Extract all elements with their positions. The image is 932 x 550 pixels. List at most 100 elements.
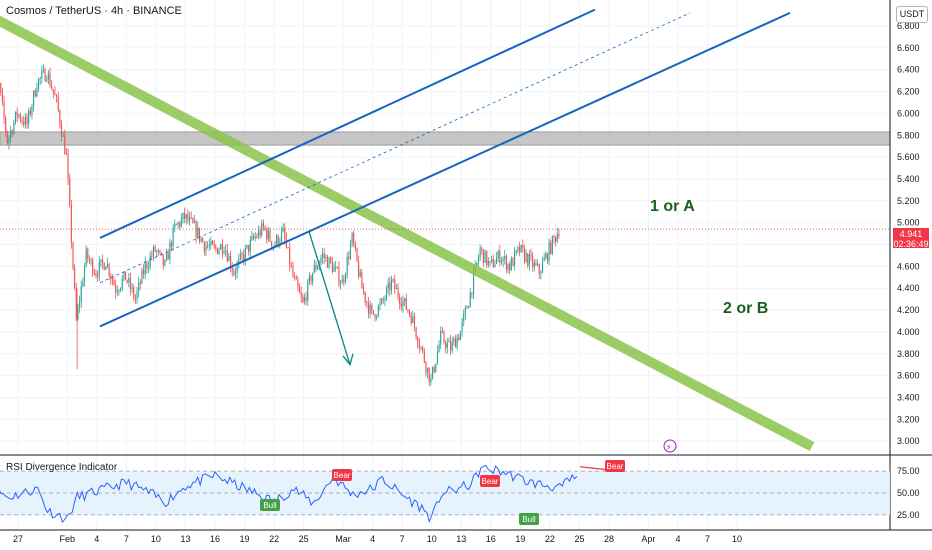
time-tick-label: 28 [604,534,614,544]
rsi-signal-label: Bull [522,515,536,524]
candle-body [446,342,448,349]
candle-body [118,290,120,292]
candle-body [8,137,10,144]
candle-body [338,267,340,285]
time-tick-label: 7 [124,534,129,544]
candle-body [325,256,327,258]
candle-body [408,311,411,315]
candle-body [555,237,557,242]
candle-body [399,296,401,304]
price-tick-label: 3.600 [897,371,920,381]
candle-body [387,282,389,289]
candle-body [358,261,360,277]
candle-body [400,303,402,307]
candle-body [476,262,478,266]
candle-body [522,244,524,249]
candle-body [59,110,61,125]
candle-body [284,227,286,239]
candle-body [266,229,268,240]
price-tick-label: 6.400 [897,65,920,75]
candle-body [344,274,347,282]
price-tick-label: 5.200 [897,196,920,206]
candle-body [397,287,399,297]
candle-body [292,266,294,277]
candle-body [126,280,128,283]
candle-body [16,111,18,116]
candle-body [28,110,30,125]
candle-body [218,249,220,254]
candle-body [65,153,68,155]
candle-body [134,297,136,300]
candle-body [277,235,279,245]
candle-body [6,131,8,144]
time-axis[interactable]: 27 Feb 4 7 10 13 16 19 22 25 Mar 4 7 10 13 16 19 22 25 28 Ap… [13,534,742,544]
candle-body [461,321,463,332]
candle-body [169,242,171,260]
lightning-icon: ⚡ [666,443,672,452]
candle-body [39,77,41,79]
candle-body [87,248,89,259]
candle-body [402,301,404,307]
currency-unit[interactable]: USDT [896,6,928,23]
price-tick-label: 6.800 [897,21,920,31]
candle-body [131,287,133,290]
candle-body [90,259,92,261]
candle-body [85,248,87,267]
candle-body [167,253,169,260]
candle-body [56,95,58,97]
candle-body [427,367,429,373]
candle-body [540,272,542,274]
candle-body [144,262,146,275]
candle-body [249,239,251,252]
candle-body [60,124,63,137]
candle-body [404,298,406,302]
rsi-level-label: 50.00 [897,488,920,498]
candle-body [497,250,499,259]
candle-body [157,250,159,252]
candle-body [445,342,447,349]
candle-body [492,258,494,268]
candle-body [418,344,420,348]
candle-body [517,246,519,251]
candle-body [405,298,407,310]
candle-body [433,367,435,372]
candle-body [62,135,64,137]
candle-body [33,90,35,107]
candle-body [381,299,383,304]
price-tick-label: 3.800 [897,349,920,359]
candle-body [361,272,363,289]
candle-body [238,258,240,264]
candle-body [37,78,40,90]
candle-body [298,287,301,293]
candle-body [336,266,338,268]
candle-body [553,236,555,238]
candle-body [121,278,123,288]
rsi-indicator-title: RSI Divergence Indicator [6,462,118,473]
last-price-value: 4.941 [899,229,923,239]
candle-body [165,253,168,261]
candle-body [389,282,391,291]
candle-body [193,221,196,223]
candle-body [479,248,481,258]
candle-body [97,275,99,277]
candle-body [211,241,214,245]
candle-body [241,253,243,255]
candle-body [82,281,84,287]
candle-body [259,230,261,236]
candle-body [308,276,310,281]
candle-body [438,344,440,352]
candle-body [18,114,20,116]
candle-body [105,266,107,270]
candle-body [371,304,373,311]
time-tick-label: 22 [269,534,279,544]
last-price-tag: 4.941 02:36:49 [893,228,929,249]
candle-body [356,248,358,262]
price-tick-label: 5.000 [897,218,920,228]
candle-body [359,272,361,277]
candle-body [274,244,276,247]
candle-body [179,222,181,227]
candle-body [385,288,388,299]
candle-body [154,246,156,251]
candle-body [407,309,409,312]
